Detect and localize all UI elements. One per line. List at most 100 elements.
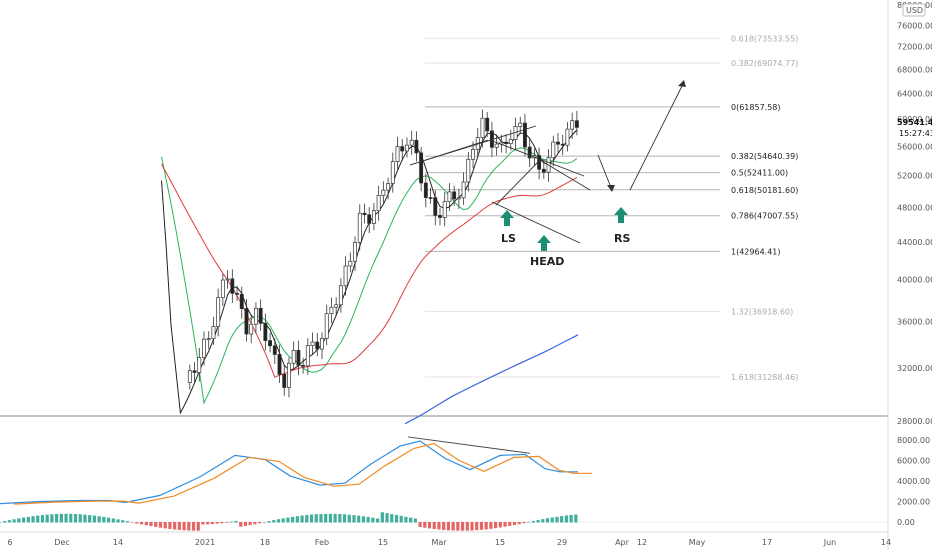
neckline-segment xyxy=(495,159,541,206)
candle-body xyxy=(287,362,291,388)
candle-body xyxy=(315,341,320,350)
arrow-head-icon xyxy=(607,185,615,192)
histogram-bar xyxy=(328,513,332,523)
time-tick-label: Apr xyxy=(615,538,630,547)
fib-level-label: 0.382(69074.77) xyxy=(731,59,798,68)
time-tick-label: 17 xyxy=(762,538,772,547)
candle-body xyxy=(301,364,306,367)
histogram-bar xyxy=(347,514,351,523)
histogram-bar xyxy=(437,522,441,530)
candle-body xyxy=(362,212,367,216)
histogram-bar xyxy=(324,513,328,523)
candle-body xyxy=(574,120,579,128)
histogram-bar xyxy=(158,522,163,528)
fib-level-label: 0.5(52411.00) xyxy=(731,169,788,178)
candle-body xyxy=(508,139,513,144)
histogram-bar xyxy=(427,522,432,529)
histogram-bar xyxy=(140,522,144,525)
histogram-bar xyxy=(59,513,63,523)
histogram-bar xyxy=(569,514,573,523)
histogram-bar xyxy=(243,522,248,526)
time-tick-label: 12 xyxy=(637,538,647,547)
indicator-tick-label: 8000.00 xyxy=(897,436,930,445)
neckline-segment xyxy=(539,159,591,191)
candle-body xyxy=(405,144,409,152)
histogram-bar xyxy=(560,516,564,523)
histogram-bar xyxy=(531,520,535,523)
histogram-bar xyxy=(73,514,78,523)
candle-body xyxy=(527,146,532,159)
histogram-bar xyxy=(456,522,460,531)
grid xyxy=(0,0,889,550)
price-tick-label: 72000.00 xyxy=(897,43,932,52)
histogram-bar xyxy=(45,514,49,523)
time-tick-label: 14 xyxy=(881,538,891,547)
candle-body xyxy=(556,141,560,145)
candle-body xyxy=(249,323,254,335)
histogram-bar xyxy=(541,519,545,523)
price-tick-label: 76000.00 xyxy=(897,21,932,30)
histogram-bar xyxy=(371,517,375,523)
fib-level-label: 1.32(36918.60) xyxy=(731,307,793,316)
histogram-bar xyxy=(376,518,380,523)
histogram-bar xyxy=(286,517,290,523)
histogram-bar xyxy=(333,513,337,523)
histogram-bar xyxy=(291,516,295,523)
candle-body xyxy=(504,141,509,144)
histogram-bar xyxy=(0,522,2,523)
macd-line xyxy=(0,440,578,505)
histogram-bar xyxy=(69,513,73,523)
ls-up-arrow-icon xyxy=(500,210,514,226)
currency-label: USD xyxy=(906,6,923,15)
histogram-bar xyxy=(394,514,399,523)
candle-body xyxy=(480,117,485,138)
price-tick-label: 48000.00 xyxy=(897,203,932,212)
histogram-bar xyxy=(3,521,7,523)
histogram-bar xyxy=(494,522,498,529)
candle-body xyxy=(244,308,249,335)
drawings: LS HEAD RS xyxy=(409,80,686,268)
histogram-bar xyxy=(196,522,200,531)
histogram-bar xyxy=(187,522,191,531)
histogram-bar xyxy=(489,522,493,529)
histogram-bar xyxy=(40,515,45,523)
histogram-bar xyxy=(357,515,361,523)
histogram-bar xyxy=(465,522,469,531)
time-tick-label: 15 xyxy=(495,538,505,547)
candle-body xyxy=(390,161,395,184)
histogram-bar xyxy=(545,518,550,523)
histogram-bar xyxy=(272,520,276,523)
candle-body xyxy=(272,345,277,355)
candle-body xyxy=(296,350,301,366)
candle-body xyxy=(253,307,258,325)
histogram-bar xyxy=(442,522,446,530)
histogram-bar xyxy=(470,522,474,531)
histogram-bar xyxy=(182,522,186,531)
histogram-bar xyxy=(479,522,484,530)
histogram-bar xyxy=(432,522,436,529)
price-tick-label: 36000.00 xyxy=(897,317,932,326)
histogram-bar xyxy=(258,522,262,524)
histogram-bar xyxy=(106,517,111,523)
fib-level-label: 0.618(73533.55) xyxy=(731,34,798,43)
label-ls: LS xyxy=(501,232,516,245)
histogram-bar xyxy=(125,521,130,523)
candle-body xyxy=(258,307,263,324)
candle-body xyxy=(541,168,546,173)
time-tick-label: 2021 xyxy=(195,538,215,547)
histogram-bar xyxy=(276,519,281,523)
candle-body xyxy=(353,241,357,262)
candle-body xyxy=(216,297,221,327)
rs-up-arrow-icon xyxy=(614,207,628,223)
label-rs: RS xyxy=(614,232,630,245)
histogram-bar xyxy=(78,514,82,523)
histogram-bar xyxy=(22,517,26,523)
histogram-bar xyxy=(135,522,139,524)
candle-body xyxy=(560,143,565,146)
candle-body xyxy=(239,293,244,309)
fib-level-label: 0.618(50181.60) xyxy=(731,186,798,195)
histogram-bar xyxy=(206,522,210,525)
channel-line-lower xyxy=(491,201,581,244)
candle-body xyxy=(456,197,461,200)
